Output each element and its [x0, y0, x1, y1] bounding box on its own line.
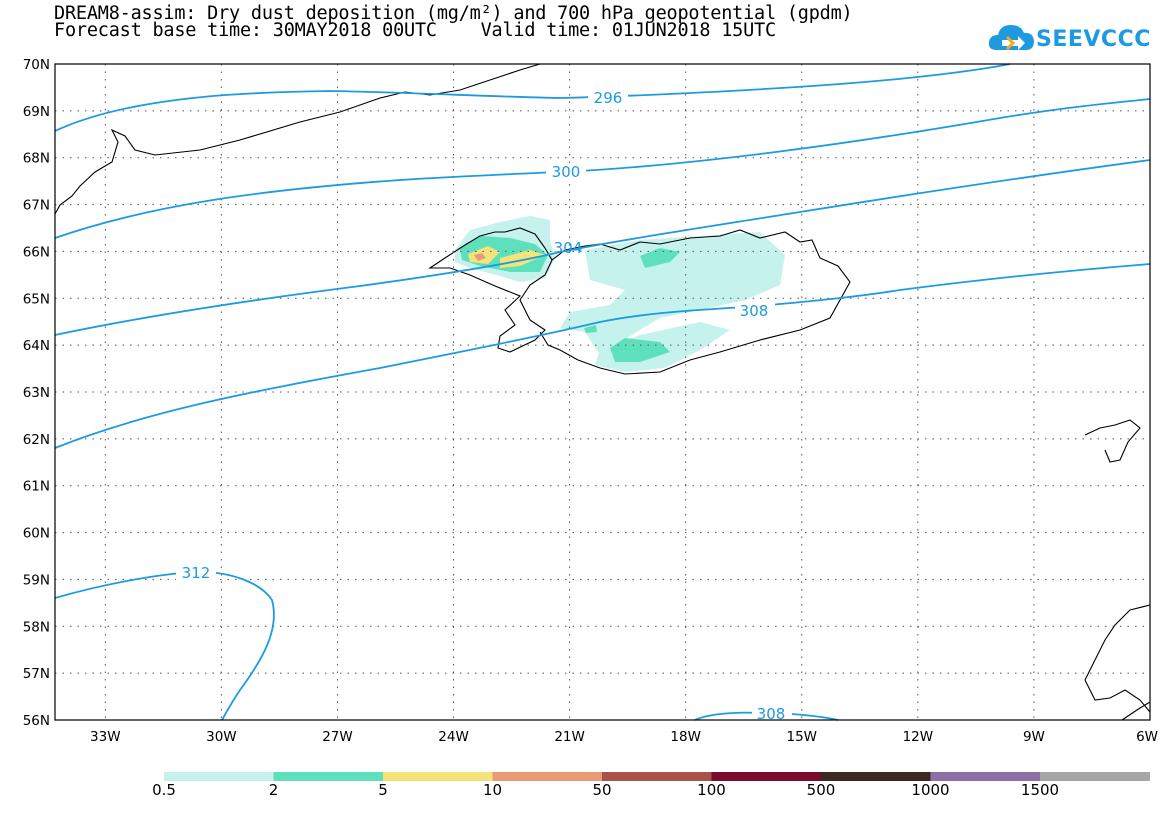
lat-label: 56N: [23, 713, 50, 729]
colorbar-label: 10: [482, 781, 503, 799]
contour-296: [54, 63, 1011, 132]
seevccc-logo: SEEVCCC: [988, 18, 1150, 58]
contour-300: [54, 98, 1151, 239]
logo-text: SEEVCCC: [1036, 27, 1151, 52]
longitude-labels: 33W 30W 27W 24W 21W 18W 15W 12W 9W 6W: [90, 729, 1158, 745]
colorbar-label: 2: [268, 781, 279, 799]
contour-label-296: 296: [594, 89, 623, 107]
lat-label: 69N: [23, 104, 50, 120]
colorbar-label: 50: [592, 781, 612, 799]
contour-label-304: 304: [554, 239, 583, 257]
lon-label: 6W: [1136, 729, 1158, 745]
lat-label: 65N: [23, 291, 50, 307]
contour-label-308-south: 308: [757, 705, 786, 723]
lat-label: 60N: [23, 526, 50, 542]
lat-label: 66N: [23, 244, 50, 260]
lat-label: 62N: [23, 432, 50, 448]
colorbar-label: 500: [806, 781, 836, 799]
colorbar-swatch: [602, 772, 712, 781]
geopotential-contours: [54, 63, 1151, 721]
colorbar-swatch: [821, 772, 931, 781]
colorbar-label: 100: [697, 781, 726, 799]
lon-label: 27W: [322, 729, 353, 745]
colorbar-swatch: [1040, 772, 1150, 781]
latitude-labels: 70N 69N 68N 67N 66N 65N 64N 63N 62N 61N 60N 59N 58N 5…: [23, 57, 50, 729]
contour-labels: 296 300 304 308 312 308: [176, 89, 792, 723]
contour-304: [54, 159, 1151, 336]
contour-312: [54, 571, 275, 721]
colorbar-label: 1000: [911, 781, 950, 799]
contour-label-312: 312: [182, 564, 211, 582]
coastlines: [54, 63, 1151, 721]
contour-label-308: 308: [740, 302, 769, 320]
lon-label: 33W: [90, 729, 121, 745]
lon-label: 30W: [206, 729, 237, 745]
cloud-icon: [988, 25, 1034, 51]
contour-label-300: 300: [552, 163, 581, 181]
title-line-2: Forecast base time: 30MAY2018 00UTC Vali…: [54, 20, 776, 41]
lat-label: 63N: [23, 385, 50, 401]
lon-label: 18W: [670, 729, 701, 745]
colorbar-swatch: [164, 772, 274, 781]
lon-label: 21W: [554, 729, 585, 745]
lon-label: 9W: [1023, 729, 1045, 745]
lat-label: 68N: [23, 151, 50, 167]
lat-label: 64N: [23, 338, 50, 354]
colorbar-swatch: [273, 772, 384, 781]
lat-label: 67N: [23, 198, 50, 214]
colorbar-swatch: [492, 772, 603, 781]
colorbar-label: 0.5: [152, 781, 176, 799]
lat-label: 70N: [23, 57, 50, 73]
colorbar-swatch: [383, 772, 493, 781]
contour-308: [54, 263, 1151, 449]
lat-lon-grid: [55, 64, 1150, 720]
lat-label: 57N: [23, 666, 50, 682]
colorbar-label: 1500: [1020, 781, 1060, 799]
lon-label: 15W: [787, 729, 818, 745]
lat-label: 59N: [23, 572, 50, 588]
lon-label: 12W: [903, 729, 934, 745]
map-frame: [54, 63, 1151, 721]
lat-label: 58N: [23, 619, 50, 635]
colorbar-swatch: [711, 772, 822, 781]
title-line-1: DREAM8-assim: Dry dust deposition (mg/m²…: [54, 3, 853, 24]
lat-label: 61N: [23, 479, 50, 495]
colorbar-swatch: [930, 772, 1041, 781]
colorbar-label: 5: [378, 781, 388, 799]
lon-label: 24W: [438, 729, 469, 745]
colorbar: [164, 772, 1150, 781]
dust-deposition-shading: [455, 216, 785, 372]
